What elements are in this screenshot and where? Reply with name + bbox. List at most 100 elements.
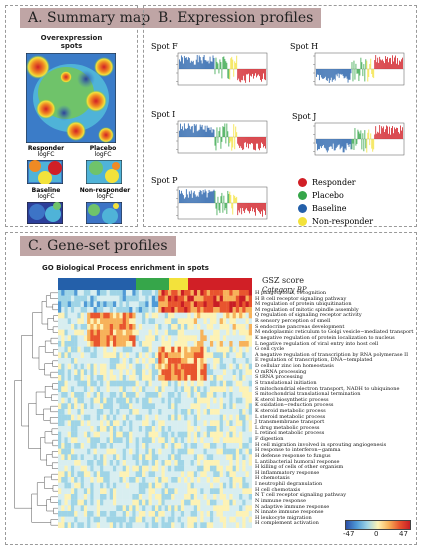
profile-bar (378, 62, 380, 69)
heatmap-cell (213, 335, 217, 342)
heatmap-cell (164, 363, 169, 370)
heatmap-cell (155, 295, 159, 302)
heatmap-cell (132, 420, 136, 427)
heatmap-cell (171, 324, 175, 330)
heatmap-cell (226, 465, 230, 472)
heatmap-cell (164, 369, 169, 376)
profile-bar (360, 57, 362, 69)
heatmap-cell (167, 454, 172, 461)
heatmap-cell (67, 431, 72, 438)
heatmap-cell (119, 403, 123, 410)
heatmap-cell (58, 448, 62, 455)
profile-bar (341, 69, 343, 75)
heatmap-cell (77, 312, 81, 319)
profile-bar (189, 193, 191, 203)
heatmap-cell (171, 443, 175, 449)
profile-bar (384, 63, 386, 69)
heatmap-cell (122, 499, 127, 506)
profile-bar (239, 137, 241, 148)
heatmap-cell (132, 318, 136, 325)
heatmap-cell (177, 471, 182, 478)
heatmap-cell (93, 443, 97, 449)
heatmap-cell (177, 329, 182, 336)
heatmap-cell (112, 301, 117, 308)
heatmap-cell (135, 352, 140, 359)
heatmap-cell (116, 511, 120, 517)
heatmap-cell (200, 375, 204, 381)
heatmap-cell (242, 335, 246, 342)
heatmap-cell (177, 290, 182, 296)
heatmap-cell (239, 363, 243, 370)
heatmap-cell (229, 290, 233, 296)
heatmap-cell (109, 426, 114, 432)
heatmap-cell (232, 482, 237, 489)
heatmap-cell (74, 477, 78, 483)
heatmap-cell (67, 420, 72, 427)
profile-bar (390, 134, 391, 139)
heatmap-cell (161, 369, 165, 376)
heatmap-cell (119, 414, 123, 421)
profile-bar (201, 124, 203, 137)
heatmap-cell (106, 465, 110, 472)
heatmap-cell (248, 375, 252, 381)
heatmap-cell (245, 363, 249, 370)
heatmap-cell (103, 448, 107, 455)
heatmap-cell (232, 352, 237, 359)
heatmap-cell (232, 301, 237, 308)
heatmap-cell (87, 324, 91, 330)
heatmap-cell (248, 386, 252, 393)
heatmap-cell (96, 511, 101, 517)
profile-bar (206, 125, 208, 137)
heatmap-cell (239, 471, 243, 478)
heatmap-cell (209, 471, 214, 478)
heatmap-cell (90, 403, 94, 410)
heatmap-cell (171, 454, 175, 461)
heatmap-cell (74, 409, 78, 415)
profile-bar (248, 203, 249, 212)
heatmap-cell (151, 420, 156, 427)
heatmap-cell (245, 318, 249, 325)
profile-bar (353, 139, 355, 150)
profile-bar (255, 203, 256, 216)
heatmap-cell (239, 511, 243, 517)
heatmap-cell (129, 494, 133, 500)
dendrogram-branch (50, 405, 58, 413)
heatmap-cell (64, 426, 68, 432)
heatmap-cell (216, 318, 220, 325)
heatmap-cell (187, 431, 191, 438)
heatmap-cell (248, 301, 252, 308)
heatmap-cell (96, 448, 101, 455)
heatmap-cell (116, 307, 120, 313)
heatmap-cell (93, 465, 97, 472)
profile-bar (211, 61, 213, 69)
heatmap-cell (164, 460, 169, 466)
profile-bar (346, 139, 348, 144)
heatmap-cell (83, 352, 88, 359)
heatmap-cell (122, 312, 127, 319)
heatmap-cell (116, 341, 120, 347)
heatmap-cell (180, 437, 185, 444)
heatmap-cell (167, 335, 172, 342)
heatmap-cell (106, 499, 110, 506)
heatmap-cell (171, 420, 175, 427)
profile-bar (179, 190, 180, 203)
heatmap-cell (242, 477, 246, 483)
heatmap-cell (226, 516, 230, 523)
heatmap-cell (70, 437, 75, 444)
heatmap-cell (87, 409, 91, 415)
profile-bar (320, 139, 322, 149)
heatmap-cell (103, 431, 107, 438)
profile-bar (401, 59, 402, 69)
heatmap-cell (100, 426, 104, 432)
heatmap-cell (209, 437, 214, 444)
heatmap-cell (242, 301, 246, 308)
heatmap-cell (87, 386, 91, 393)
heatmap-cell (209, 443, 214, 449)
profile-bar (392, 55, 393, 69)
heatmap-cell (106, 335, 110, 342)
heatmap-cell (174, 312, 178, 319)
heatmap-cell (242, 482, 246, 489)
heatmap-cell (222, 499, 227, 506)
heatmap-cell (177, 358, 182, 364)
heatmap-cell (132, 488, 136, 495)
